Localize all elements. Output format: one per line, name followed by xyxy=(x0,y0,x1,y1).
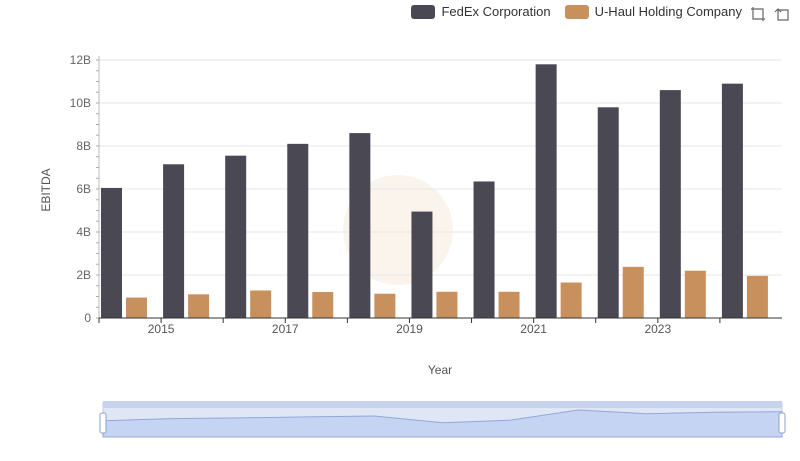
restore-icon[interactable] xyxy=(774,6,790,22)
x-tick-label: 2023 xyxy=(644,322,671,336)
y-tick-label: 4B xyxy=(76,225,91,239)
bar-fedex[interactable] xyxy=(535,64,557,318)
bar-uhaul[interactable] xyxy=(312,291,334,318)
y-tick-label: 10B xyxy=(70,96,91,110)
bar-uhaul[interactable] xyxy=(560,282,582,318)
bar-uhaul[interactable] xyxy=(188,294,210,318)
bar-fedex[interactable] xyxy=(287,143,309,318)
x-tick-label: 2019 xyxy=(396,322,423,336)
bar-fedex[interactable] xyxy=(473,181,495,318)
x-axis-label: Year xyxy=(428,363,452,377)
x-tick-label: 2015 xyxy=(148,322,175,336)
bar-uhaul[interactable] xyxy=(684,270,706,318)
bar-fedex[interactable] xyxy=(721,83,743,319)
bar-fedex[interactable] xyxy=(349,133,371,318)
legend-swatch-uhaul xyxy=(564,4,589,19)
slider-handle-left[interactable] xyxy=(99,412,107,434)
bar-uhaul[interactable] xyxy=(622,266,644,318)
bar-uhaul[interactable] xyxy=(746,275,768,318)
bar-fedex[interactable] xyxy=(163,164,185,318)
toolbox xyxy=(750,6,790,22)
bar-uhaul[interactable] xyxy=(436,291,458,318)
legend-label-fedex: FedEx Corporation xyxy=(441,4,551,19)
bar-fedex[interactable] xyxy=(225,155,247,318)
y-tick-label: 2B xyxy=(76,268,91,282)
slider-handle-right[interactable] xyxy=(778,412,786,434)
y-axis-label: EBITDA xyxy=(39,168,53,211)
legend-item-fedex[interactable]: FedEx Corporation xyxy=(411,4,551,19)
bar-fedex[interactable] xyxy=(411,211,433,318)
bar-fedex[interactable] xyxy=(597,107,619,318)
bar-uhaul[interactable] xyxy=(498,291,520,318)
bar-uhaul[interactable] xyxy=(126,297,147,318)
data-zoom-slider[interactable] xyxy=(99,401,786,438)
x-tick-label: 2021 xyxy=(520,322,547,336)
bar-fedex[interactable] xyxy=(659,90,681,318)
legend-item-uhaul[interactable]: U-Haul Holding Company xyxy=(564,4,742,19)
bar-uhaul[interactable] xyxy=(250,290,272,318)
slider-top-bar[interactable] xyxy=(103,401,782,408)
y-tick-label: 6B xyxy=(76,182,91,196)
x-tick-label: 2017 xyxy=(272,322,299,336)
bar-uhaul[interactable] xyxy=(374,293,396,318)
bars xyxy=(101,64,768,319)
y-tick-label: 12B xyxy=(70,53,91,67)
bar-fedex[interactable] xyxy=(101,187,122,318)
y-tick-label: 8B xyxy=(76,139,91,153)
legend-swatch-fedex xyxy=(411,4,436,19)
legend: FedEx Corporation U-Haul Holding Company xyxy=(411,4,742,19)
legend-label-uhaul: U-Haul Holding Company xyxy=(594,4,742,19)
axes: 0 2B 4B 6B 8B 10B 12B 2015 2017 2019 2021 2023 xyxy=(70,53,782,336)
y-tick-label: 0 xyxy=(84,311,91,325)
zoom-icon[interactable] xyxy=(750,6,766,22)
